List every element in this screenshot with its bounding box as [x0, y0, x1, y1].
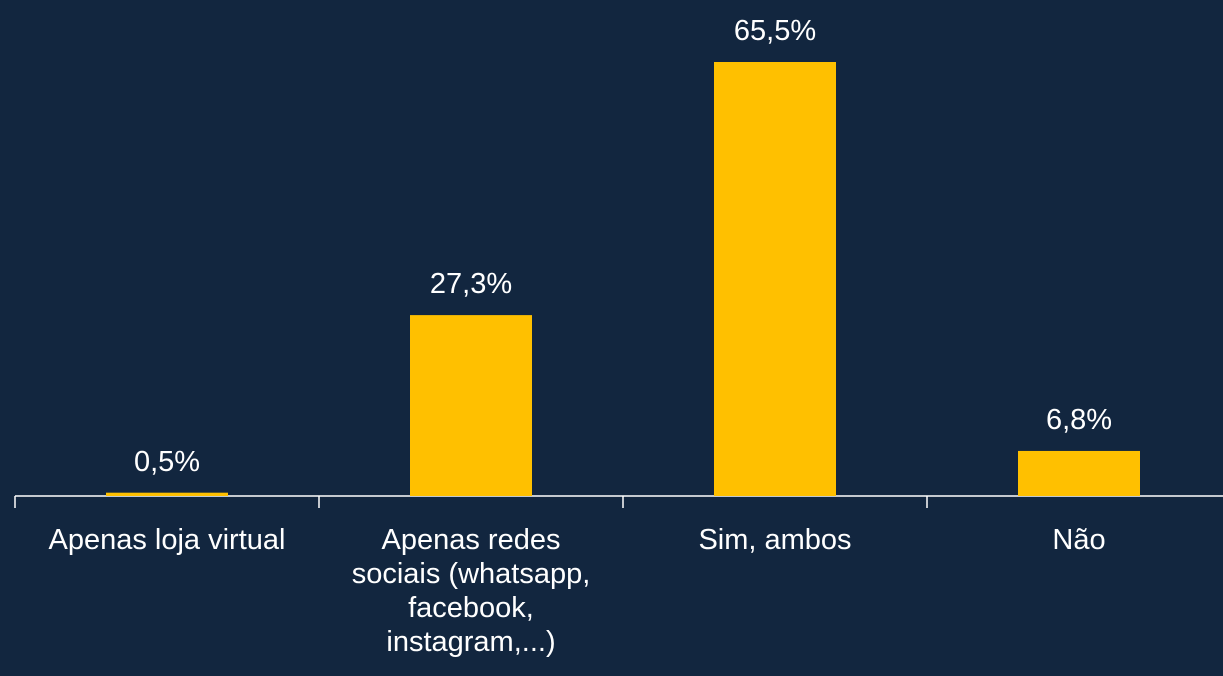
x-tick-label: Sim, ambos [698, 524, 852, 556]
x-tick-label: Não [1052, 524, 1106, 556]
value-label: 6,8% [1045, 403, 1113, 436]
value-label: 0,5% [133, 445, 201, 478]
value-label: 65,5% [733, 15, 817, 47]
value-label: 27,3% [429, 268, 513, 301]
bar [410, 315, 532, 496]
x-tick-label: Apenas redes sociais (whatsapp, facebook… [351, 524, 591, 658]
bar [714, 62, 836, 496]
x-tick-label: Apenas loja virtual [48, 524, 286, 556]
bar [106, 492, 228, 496]
bar [1018, 450, 1140, 496]
